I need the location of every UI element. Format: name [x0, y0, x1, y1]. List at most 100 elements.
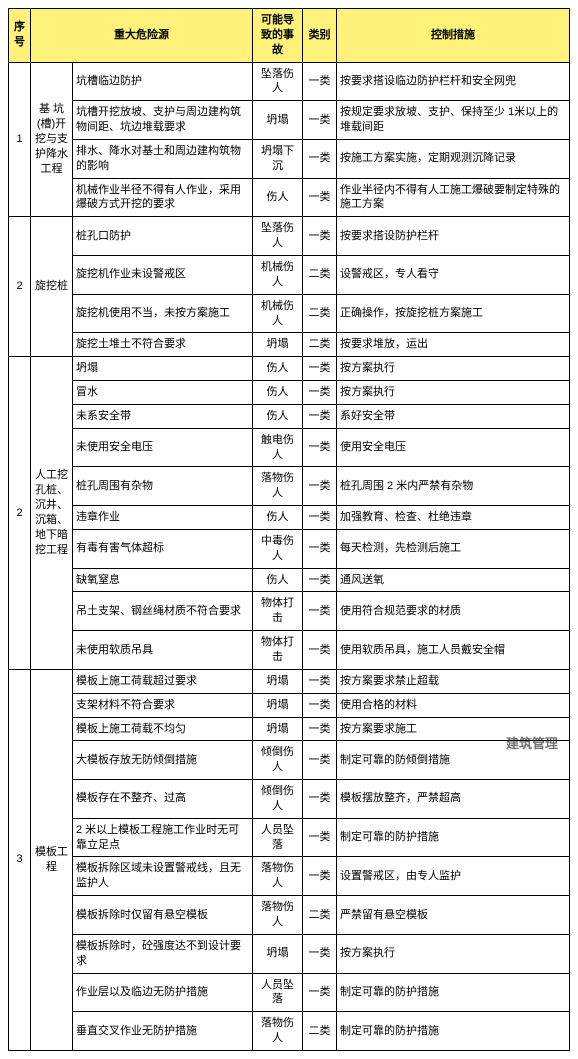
cell-hazard: 冒水: [73, 381, 253, 405]
cell-measure: 设警戒区，专人看守: [337, 255, 570, 294]
cell-hazard: 吊土支架、钢丝绳材质不符合要求: [73, 592, 253, 631]
cell-hazard: 模板上施工荷载超过要求: [73, 669, 253, 693]
table-row: 垂直交叉作业无防护措施落物伤人二类制定可靠的防护措施: [9, 1012, 570, 1051]
cell-measure: 制定可靠的防护措施: [337, 818, 570, 857]
cell-class: 一类: [303, 741, 337, 780]
cell-seq: 1: [9, 62, 31, 217]
cell-class: 二类: [303, 1012, 337, 1051]
cell-measure: 正确操作，按旋挖桩方案施工: [337, 294, 570, 333]
cell-measure: 使用合格的材料: [337, 693, 570, 717]
cell-accident: 坍塌: [253, 934, 303, 973]
cell-accident: 伤人: [253, 506, 303, 530]
cell-accident: 人员坠落: [253, 973, 303, 1012]
cell-hazard: 模板存在不整齐、过高: [73, 780, 253, 819]
cell-hazard: 未系安全带: [73, 404, 253, 428]
cell-class: 一类: [303, 592, 337, 631]
cell-hazard: 2 米以上模板工程施工作业时无可靠立足点: [73, 818, 253, 857]
cell-accident: 落物伤人: [253, 467, 303, 506]
cell-accident: 倾倒伤人: [253, 741, 303, 780]
table-row: 2人工挖孔桩、沉井、沉箱、地下暗挖工程坍塌伤人一类按方案执行: [9, 357, 570, 381]
cell-accident: 坍塌: [253, 333, 303, 357]
hazard-table: 序号 重大危险源 可能导致的事故 类别 控制措施 1基 坑(槽)开挖与支护降水工…: [8, 8, 570, 1051]
table-row: 2 米以上模板工程施工作业时无可靠立足点人员坠落一类制定可靠的防护措施: [9, 818, 570, 857]
table-row: 冒水伤人一类按方案执行: [9, 381, 570, 405]
cell-category: 人工挖孔桩、沉井、沉箱、地下暗挖工程: [31, 357, 73, 670]
table-row: 机械作业半径不得有人作业，采用爆破方式开挖的要求伤人一类作业半径内不得有人工施工…: [9, 178, 570, 217]
cell-class: 一类: [303, 467, 337, 506]
cell-hazard: 支架材料不符合要求: [73, 693, 253, 717]
table-body: 1基 坑(槽)开挖与支护降水工程坑槽临边防护坠落伤人一类按要求搭设临边防护栏杆和…: [9, 62, 570, 1050]
table-row: 3模板工程模板上施工荷载超过要求坍塌一类按方案要求禁止超载: [9, 669, 570, 693]
cell-measure: 使用符合规范要求的材质: [337, 592, 570, 631]
th-measure: 控制措施: [337, 9, 570, 63]
cell-hazard: 旋挖机使用不当，未按方案施工: [73, 294, 253, 333]
th-hazard: 重大危险源: [31, 9, 253, 63]
table-row: 支架材料不符合要求坍塌一类使用合格的材料: [9, 693, 570, 717]
cell-measure: 使用软质吊具，施工人员戴安全帽: [337, 631, 570, 670]
table-row: 模板拆除区域未设置警戒线，且无监护人落物伤人一类设置警戒区，由专人监护: [9, 857, 570, 896]
table-row: 作业层以及临边无防护措施人员坠落一类制定可靠的防护措施: [9, 973, 570, 1012]
cell-hazard: 有毒有害气体超标: [73, 529, 253, 568]
cell-class: 一类: [303, 428, 337, 467]
cell-seq: 2: [9, 357, 31, 670]
cell-hazard: 排水、降水对基土和周边建构筑物的影响: [73, 139, 253, 178]
table-row: 旋挖机使用不当，未按方案施工机械伤人二类正确操作，按旋挖桩方案施工: [9, 294, 570, 333]
cell-hazard: 旋挖机作业未设警戒区: [73, 255, 253, 294]
cell-class: 一类: [303, 818, 337, 857]
cell-class: 一类: [303, 717, 337, 741]
th-accident: 可能导致的事故: [253, 9, 303, 63]
table-row: 1基 坑(槽)开挖与支护降水工程坑槽临边防护坠落伤人一类按要求搭设临边防护栏杆和…: [9, 62, 570, 101]
cell-class: 一类: [303, 217, 337, 256]
table-row: 模板上施工荷载不均匀坍塌一类按方案要求施工: [9, 717, 570, 741]
cell-accident: 人员坠落: [253, 818, 303, 857]
cell-class: 一类: [303, 404, 337, 428]
table-row: 坑槽开挖放坡、支护与周边建构筑物间距、坑边堆载要求坍塌一类按规定要求放坡、支护、…: [9, 101, 570, 140]
cell-accident: 坍塌: [253, 717, 303, 741]
cell-class: 一类: [303, 101, 337, 140]
cell-measure: 设置警戒区，由专人监护: [337, 857, 570, 896]
cell-hazard: 坑槽开挖放坡、支护与周边建构筑物间距、坑边堆载要求: [73, 101, 253, 140]
cell-hazard: 垂直交叉作业无防护措施: [73, 1012, 253, 1051]
cell-hazard: 模板拆除区域未设置警戒线，且无监护人: [73, 857, 253, 896]
table-row: 旋挖机作业未设警戒区机械伤人二类设警戒区，专人看守: [9, 255, 570, 294]
cell-hazard: 坍塌: [73, 357, 253, 381]
cell-seq: 3: [9, 669, 31, 1050]
cell-hazard: 未使用安全电压: [73, 428, 253, 467]
cell-accident: 伤人: [253, 178, 303, 217]
cell-measure: 按方案执行: [337, 381, 570, 405]
cell-hazard: 大模板存放无防倾倒措施: [73, 741, 253, 780]
cell-measure: 作业半径内不得有人工施工爆破要制定特殊的施工方案: [337, 178, 570, 217]
cell-measure: 每天检测，先检测后施工: [337, 529, 570, 568]
table-row: 未使用软质吊具物体打击一类使用软质吊具，施工人员戴安全帽: [9, 631, 570, 670]
cell-accident: 伤人: [253, 568, 303, 592]
cell-accident: 落物伤人: [253, 857, 303, 896]
cell-class: 一类: [303, 178, 337, 217]
cell-accident: 坍塌: [253, 101, 303, 140]
cell-accident: 坠落伤人: [253, 62, 303, 101]
cell-measure: 通风送氧: [337, 568, 570, 592]
cell-measure: 按施工方案实施，定期观测沉降记录: [337, 139, 570, 178]
cell-hazard: 坑槽临边防护: [73, 62, 253, 101]
cell-hazard: 桩孔周围有杂物: [73, 467, 253, 506]
cell-class: 一类: [303, 381, 337, 405]
cell-class: 二类: [303, 255, 337, 294]
cell-class: 一类: [303, 693, 337, 717]
cell-measure: 严禁留有悬空模板: [337, 896, 570, 935]
cell-hazard: 未使用软质吊具: [73, 631, 253, 670]
cell-category: 基 坑(槽)开挖与支护降水工程: [31, 62, 73, 217]
table-row: 模板拆除时仅留有悬空模板落物伤人二类严禁留有悬空模板: [9, 896, 570, 935]
cell-measure: 系好安全带: [337, 404, 570, 428]
cell-accident: 伤人: [253, 404, 303, 428]
cell-measure: 制定可靠的防护措施: [337, 973, 570, 1012]
table-row: 桩孔周围有杂物落物伤人一类桩孔周围 2 米内严禁有杂物: [9, 467, 570, 506]
cell-accident: 落物伤人: [253, 896, 303, 935]
cell-class: 一类: [303, 973, 337, 1012]
cell-accident: 坍塌下沉: [253, 139, 303, 178]
cell-measure: 模板摆放整齐，严禁超高: [337, 780, 570, 819]
cell-class: 一类: [303, 780, 337, 819]
cell-accident: 物体打击: [253, 631, 303, 670]
cell-class: 二类: [303, 294, 337, 333]
cell-hazard: 缺氧窒息: [73, 568, 253, 592]
cell-measure: 按方案执行: [337, 357, 570, 381]
cell-seq: 2: [9, 217, 31, 357]
